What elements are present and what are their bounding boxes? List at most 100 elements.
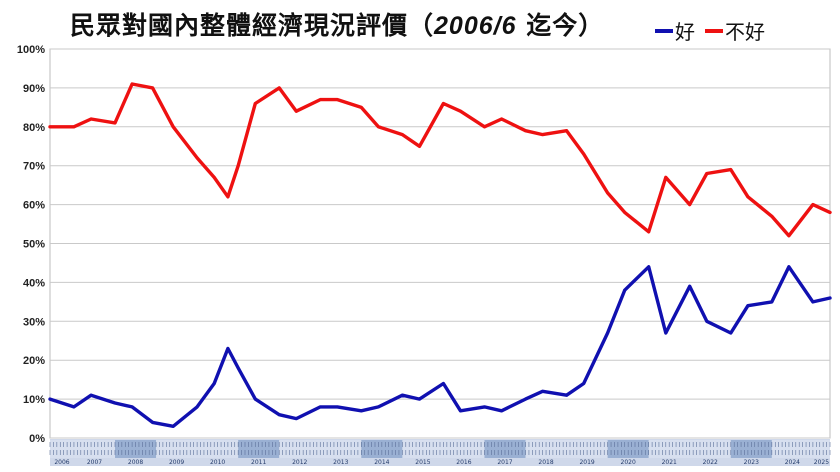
data-point (401, 393, 404, 397)
y-tick-label: 10% (23, 394, 45, 406)
data-point (459, 109, 462, 113)
legend-swatch-bad (705, 28, 723, 33)
data-point (787, 265, 791, 269)
data-point (89, 117, 93, 121)
title-paren-close: ） (578, 11, 605, 40)
data-point (705, 319, 709, 323)
legend-swatch-good (655, 28, 673, 33)
x-year-label: 2019 (579, 459, 594, 466)
data-point (647, 265, 651, 269)
y-tick-label: 60% (23, 200, 45, 212)
data-point (483, 125, 486, 129)
data-point (253, 102, 257, 105)
legend-item-good: 好 (655, 16, 695, 45)
data-point (226, 347, 230, 350)
data-point (113, 401, 117, 405)
data-point (787, 234, 791, 238)
x-year-label: 2011 (251, 459, 266, 466)
y-tick-label: 100% (17, 44, 45, 56)
x-year-label: 2009 (169, 459, 184, 466)
y-tick-label: 0% (29, 433, 45, 445)
data-point (236, 164, 240, 168)
x-year-label: 2007 (87, 459, 102, 466)
x-year-label: 2006 (54, 459, 69, 466)
data-point (729, 168, 733, 172)
data-point (377, 405, 380, 409)
data-point (500, 117, 503, 121)
x-year-label: 2014 (374, 459, 389, 466)
x-year-label: 2018 (538, 459, 553, 466)
data-point (623, 211, 627, 214)
year-block (812, 440, 830, 458)
data-point (811, 300, 815, 304)
data-point (418, 144, 421, 148)
data-point (606, 191, 609, 195)
data-point (336, 405, 339, 409)
data-point (623, 288, 627, 292)
data-point (72, 125, 76, 129)
data-point (524, 129, 527, 133)
data-point (565, 129, 568, 133)
data-point (113, 121, 117, 125)
data-point (705, 172, 709, 175)
data-point (195, 156, 199, 160)
data-point (48, 397, 52, 401)
data-point (212, 176, 216, 179)
data-point (770, 300, 774, 304)
data-point (541, 133, 544, 137)
data-point (277, 413, 281, 417)
y-tick-label: 40% (23, 277, 45, 289)
y-tick-label: 80% (23, 122, 45, 134)
x-year-label: 2015 (415, 459, 430, 466)
x-year-label: 2023 (744, 459, 759, 466)
data-point (500, 409, 503, 413)
title-paren-open: （ (408, 11, 435, 40)
data-point (828, 296, 832, 300)
y-tick-label: 30% (23, 316, 45, 328)
data-point (582, 152, 586, 156)
data-point (828, 211, 832, 214)
data-point (664, 176, 668, 179)
data-point (442, 102, 445, 105)
chart-title: 民眾對國內整體經濟現況評價（2006/6 迄今） (70, 6, 604, 42)
data-point (418, 397, 421, 401)
y-tick-label: 20% (23, 355, 45, 367)
legend-label-good: 好 (675, 20, 695, 44)
y-tick-label: 70% (23, 161, 45, 173)
data-point (195, 405, 199, 409)
x-year-label: 2021 (662, 459, 677, 466)
data-point (688, 203, 692, 207)
data-point (277, 86, 281, 90)
data-point (401, 133, 404, 137)
data-point (130, 82, 134, 86)
x-year-label: 2022 (703, 459, 718, 466)
chart-legend: 好 不好 (655, 16, 775, 45)
data-point (746, 195, 750, 199)
data-point (442, 382, 445, 385)
series-line-bad (48, 82, 832, 238)
y-tick-label: 90% (23, 83, 45, 95)
title-since: 迄今 (526, 11, 579, 40)
data-point (541, 389, 544, 393)
data-point (606, 331, 609, 335)
data-point (294, 109, 298, 113)
data-point (688, 284, 692, 288)
data-point (226, 195, 230, 199)
data-point (459, 409, 462, 413)
data-point (524, 397, 527, 401)
legend-item-bad: 不好 (705, 16, 765, 45)
data-point (171, 424, 175, 428)
data-point (746, 304, 750, 308)
data-point (212, 382, 216, 385)
data-point (811, 203, 815, 207)
data-point (770, 214, 774, 218)
data-point (729, 331, 733, 335)
x-year-label: 2020 (621, 459, 636, 466)
x-year-label: 2024 (785, 459, 800, 466)
data-point (253, 397, 257, 401)
data-point (89, 393, 93, 397)
data-point (582, 382, 586, 385)
x-year-label: 2008 (128, 459, 143, 466)
data-point (318, 405, 322, 409)
